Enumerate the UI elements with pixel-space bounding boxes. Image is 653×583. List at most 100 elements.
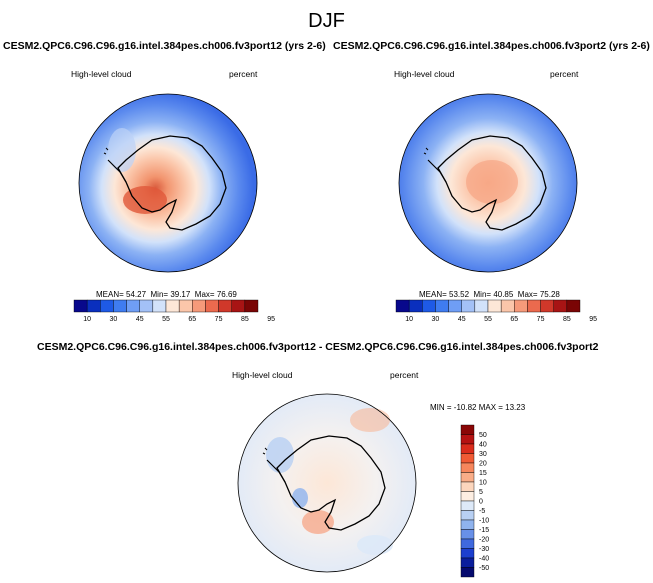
colorbar-panel2-swatch xyxy=(435,299,449,313)
colorbar-diff-swatch xyxy=(460,453,475,464)
colorbar-panel2-tick-label: 55 xyxy=(484,316,492,323)
page-title: DJF xyxy=(308,10,345,32)
map-diff xyxy=(237,393,417,573)
panel2-max-value: 75.28 xyxy=(539,290,560,299)
panel1-min-label: Min= xyxy=(150,290,169,299)
colorbar-panel2-swatch xyxy=(448,299,462,313)
positive-difference-patch xyxy=(350,408,390,432)
colorbar-diff-tick-label: -30 xyxy=(479,546,489,553)
colorbar-panel1-tick-label: 85 xyxy=(241,316,249,323)
colorbar-panel1-tick-label: 55 xyxy=(162,316,170,323)
panel1-max-label: Max= xyxy=(194,290,215,299)
colorbar-diff-tick-label: 0 xyxy=(479,499,483,506)
panel2-min-label: Min= xyxy=(473,290,492,299)
antarctica-coastline xyxy=(117,135,227,231)
colorbar-diff-tick-label: 30 xyxy=(479,451,487,458)
colorbar-diff-swatch xyxy=(460,424,475,435)
colorbar-panel1-swatch xyxy=(165,299,180,313)
panel2-mean-label: MEAN= xyxy=(419,290,447,299)
colorbar-panel1-tick-label: 75 xyxy=(215,316,223,323)
panel2-units-label: percent xyxy=(550,69,579,79)
panel2-mean-value: 53.52 xyxy=(449,290,470,299)
colorbar-diff-tick-label: -20 xyxy=(479,537,489,544)
colorbar-diff-swatch xyxy=(460,510,475,521)
colorbar-diff-tick-label: -50 xyxy=(479,565,489,572)
colorbar-diff-tick-label: -40 xyxy=(479,556,489,563)
colorbar-panel1-swatch xyxy=(139,299,154,313)
colorbar-panel1-swatch xyxy=(73,299,88,313)
colorbar-panel1-swatch xyxy=(178,299,193,313)
colorbar-panel2-tick-label: 45 xyxy=(458,316,466,323)
colorbar-panel2-swatch xyxy=(395,299,410,313)
colorbar-panel1-tick-label: 45 xyxy=(136,316,144,323)
colorbar-panel2-tick-label: 85 xyxy=(563,316,571,323)
colorbar-diff-swatch xyxy=(460,491,475,502)
colorbar-panel2-swatch xyxy=(566,299,581,313)
colorbar-panel2-swatch xyxy=(408,299,423,313)
diff-variable-label: High-level cloud xyxy=(232,370,293,380)
negative-difference-patch xyxy=(266,437,294,473)
colorbar-panel1-swatch xyxy=(192,299,206,313)
panel1-mean-label: MEAN= xyxy=(96,290,124,299)
diff-minmax-stats: MIN = -10.82 MAX = 13.23 xyxy=(430,403,526,412)
panel2-variable-label: High-level cloud xyxy=(394,69,455,79)
panel2-case-title: CESM2.QPC6.C96.C96.g16.intel.384pes.ch00… xyxy=(333,40,650,52)
south-america-tip xyxy=(103,147,109,155)
colorbar-diff-tick-label: 50 xyxy=(479,432,487,439)
panel2-min-value: 40.85 xyxy=(493,290,514,299)
antarctic-peninsula xyxy=(266,459,286,483)
panel1-variable-label: High-level cloud xyxy=(71,69,132,79)
colorbar-panel1: 10 30 45 55 65 75 85 95 xyxy=(73,299,275,323)
panel1-units-label: percent xyxy=(229,69,258,79)
colorbar-diff-tick-label: 20 xyxy=(479,461,487,468)
colorbar-panel2-swatch xyxy=(514,299,528,313)
colorbar-panel2-tick-label: 65 xyxy=(510,316,518,323)
colorbar-panel1-swatch xyxy=(126,299,140,313)
colorbar-diff-swatch xyxy=(460,519,475,530)
colorbar-diff-tick-label: 40 xyxy=(479,442,487,449)
antarctic-peninsula xyxy=(107,159,127,183)
colorbar-panel2-tick-label: 75 xyxy=(537,316,545,323)
high-cloud-maximum xyxy=(466,160,518,204)
map-border xyxy=(237,393,417,573)
colorbar-diff-tick-label: 10 xyxy=(479,480,487,487)
colorbar-panel2-swatch xyxy=(553,299,568,313)
colorbar-diff-tick-label: 5 xyxy=(479,489,483,496)
diff-title: CESM2.QPC6.C96.C96.g16.intel.384pes.ch00… xyxy=(37,341,599,353)
colorbar-diff-swatch xyxy=(460,500,475,511)
colorbar-panel2-swatch xyxy=(527,299,541,313)
colorbar-panel1-tick-label: 65 xyxy=(188,316,196,323)
high-cloud-maximum xyxy=(123,186,167,214)
colorbar-diff-swatch xyxy=(460,472,475,483)
colorbar-diff-swatch xyxy=(460,557,475,568)
south-america-tip xyxy=(423,147,429,155)
antarctic-peninsula xyxy=(427,159,447,183)
colorbar-panel1-swatch xyxy=(86,299,101,313)
colorbar-panel1-tick-label: 10 xyxy=(83,316,91,323)
map-border xyxy=(78,93,258,273)
colorbar-panel2-tick-label: 30 xyxy=(432,316,440,323)
colorbar-panel1-swatch xyxy=(244,299,259,313)
panel1-stats: MEAN= 54.27 Min= 39.17 Max= 76.69 xyxy=(96,290,237,299)
colorbar-diff-swatch xyxy=(460,443,475,454)
map-panel1 xyxy=(78,93,258,273)
panel1-min-value: 39.17 xyxy=(170,290,191,299)
colorbar-diff-swatch xyxy=(460,434,475,445)
colorbar-diff-tick-label: -5 xyxy=(479,508,485,515)
colorbar-diff-swatch xyxy=(460,538,475,549)
map-panel2 xyxy=(398,93,578,273)
panel2-stats: MEAN= 53.52 Min= 40.85 Max= 75.28 xyxy=(419,290,560,299)
colorbar-panel2-swatch xyxy=(461,299,476,313)
cloud-anomaly-patch xyxy=(108,128,136,172)
colorbar-panel2-swatch xyxy=(487,299,502,313)
colorbar-panel1-swatch xyxy=(231,299,246,313)
colorbar-diff-tick-label: 15 xyxy=(479,470,487,477)
colorbar-panel2-swatch xyxy=(540,299,554,313)
colorbar-diff-swatch xyxy=(460,462,475,473)
colorbar-diff-tick-label: -10 xyxy=(479,518,489,525)
map-border xyxy=(398,93,578,273)
diff-units-label: percent xyxy=(390,370,419,380)
colorbar-panel1-tick-label: 30 xyxy=(110,316,118,323)
positive-difference-patch xyxy=(302,510,334,534)
